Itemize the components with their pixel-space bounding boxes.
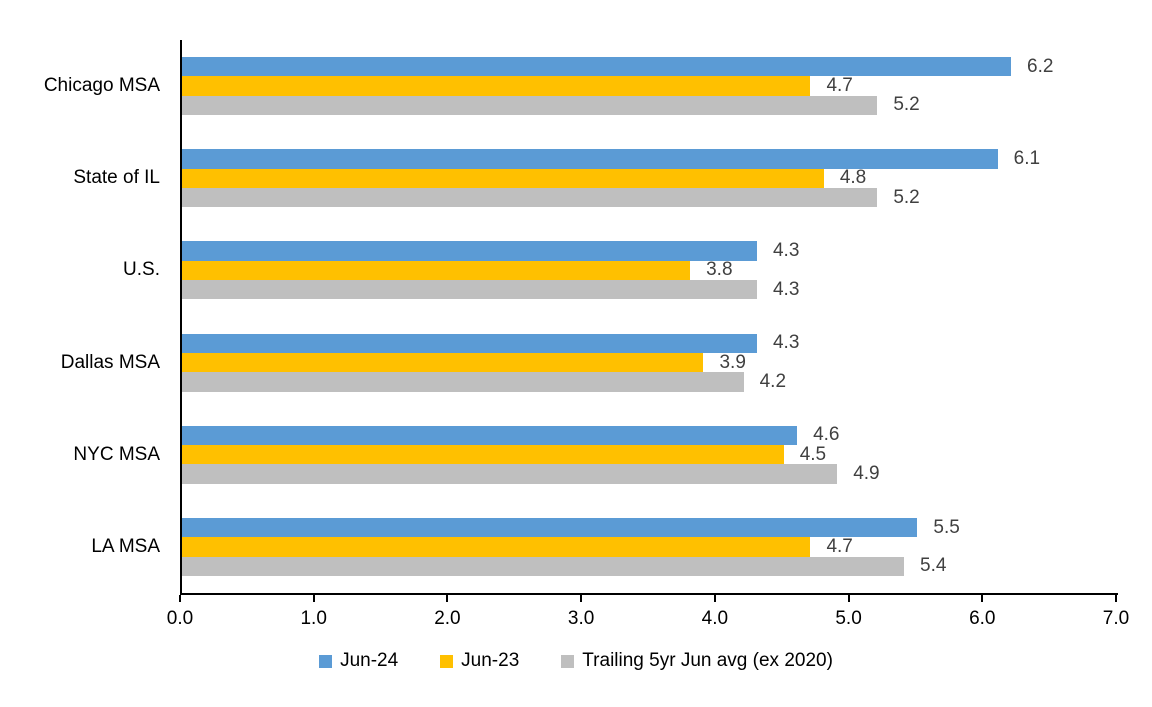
legend-item: Jun-23 [440,650,519,672]
bar-row: 5.5 [182,516,1118,538]
x-axis-tick [847,595,850,602]
data-label: 5.4 [920,555,947,577]
data-label: 4.3 [772,240,800,262]
legend-swatch-icon [561,654,575,668]
bar-group: 5.5 4.7 5.4 [182,501,1118,593]
legend: Jun-24 Jun-23 Trailing 5yr Jun avg (ex 202… [0,650,1152,672]
bar-jun-24 [182,241,757,261]
bar-trailing-5yr-jun-avg-ex-2020- [182,95,878,116]
x-axis-tick [1115,595,1117,602]
data-label: 5.2 [893,186,920,208]
bar-jun-23 [182,445,784,465]
x-axis-tick [179,595,181,602]
bar-group: 4.6 4.5 4.9 [182,409,1118,501]
bar-group: 4.3 3.9 4.2 [182,317,1118,409]
x-axis-tick [713,595,716,602]
x-axis-tick-label: 1.0 [300,608,327,629]
data-label: 4.5 [799,443,827,465]
x-axis-tick [580,595,583,602]
bar-row: 4.5 [182,443,1118,465]
data-label: 6.1 [1013,147,1041,169]
bar-row: 5.2 [182,94,1118,116]
bar-row: 4.9 [182,463,1118,485]
bar-row: 4.2 [182,370,1118,392]
data-label: 4.8 [839,167,867,189]
bar-trailing-5yr-jun-avg-ex-2020- [182,187,878,208]
data-label: 4.3 [772,332,800,354]
data-label: 4.6 [813,424,840,446]
data-label: 3.8 [706,259,733,281]
bar-row: 5.4 [182,555,1118,577]
bar-row: 4.7 [182,75,1118,97]
bar-row: 6.1 [182,147,1118,169]
bar-row: 5.2 [182,186,1118,208]
bar-row: 3.8 [182,259,1118,281]
x-axis-tick-label: 2.0 [434,608,461,629]
category-label: NYC MSA [73,443,160,465]
category-label: U.S. [123,259,160,281]
legend-label: Jun-23 [461,650,520,671]
bar-jun-23 [182,537,811,557]
legend-swatch-icon [319,654,333,668]
x-axis-tick-label: 6.0 [969,608,996,629]
data-label: 5.2 [893,94,920,116]
data-label: 4.7 [826,75,853,97]
bar-row: 6.2 [182,55,1118,77]
bar-trailing-5yr-jun-avg-ex-2020- [182,556,905,576]
category-label: LA MSA [91,535,160,557]
x-axis-tick [981,595,984,602]
data-label: 6.2 [1027,55,1054,77]
bar-jun-24 [182,517,918,538]
data-label: 3.9 [719,351,746,373]
bar-jun-23 [182,260,691,281]
x-axis-tick [312,595,315,602]
bar-row: 3.9 [182,351,1118,373]
legend-swatch-icon [440,654,454,668]
bar-jun-24 [182,425,798,446]
bar-jun-23 [182,76,811,96]
data-label: 4.7 [826,535,853,557]
data-label: 4.3 [772,278,800,300]
bar-row: 4.6 [182,424,1118,446]
x-axis-tick-label: 5.0 [835,608,862,629]
category-label: State of IL [73,167,160,189]
x-axis-tick-label: 0.0 [166,608,194,629]
bar-trailing-5yr-jun-avg-ex-2020- [182,280,757,300]
legend-label: Jun-24 [340,650,399,671]
plot-area: 6.2 4.7 5.2 6.1 4.8 5.2 4.3 3.8 4.3 4.3 3.9 4.2 4.6 4… [180,40,1118,595]
bar-row: 4.8 [182,167,1118,189]
bar-jun-24 [182,333,757,353]
x-axis-tick-label: 3.0 [567,608,595,629]
bar-jun-23 [182,352,704,373]
bar-jun-24 [182,57,1012,77]
data-label: 4.2 [759,370,787,392]
legend-label: Trailing 5yr Jun avg (ex 2020) [582,650,833,671]
bar-row: 4.3 [182,278,1118,300]
bar-trailing-5yr-jun-avg-ex-2020- [182,372,744,392]
bar-group: 4.3 3.8 4.3 [182,224,1118,316]
x-axis-tick [446,595,449,602]
x-axis-tick-label: 7.0 [1102,608,1130,629]
bar-row: 4.3 [182,332,1118,354]
bar-row: 4.3 [182,240,1118,262]
category-label: Chicago MSA [43,75,160,97]
data-label: 4.9 [853,463,880,485]
bar-group: 6.1 4.8 5.2 [182,132,1118,224]
legend-item: Jun-24 [319,650,398,672]
category-label: Dallas MSA [60,351,160,373]
bar-row: 4.7 [182,535,1118,557]
bar-jun-24 [182,149,998,169]
bar-trailing-5yr-jun-avg-ex-2020- [182,464,838,484]
data-label: 5.5 [933,516,960,538]
bar-jun-23 [182,168,824,188]
bar-group: 6.2 4.7 5.2 [182,40,1118,132]
x-axis-tick-label: 4.0 [701,608,729,629]
legend-item: Trailing 5yr Jun avg (ex 2020) [561,650,833,672]
